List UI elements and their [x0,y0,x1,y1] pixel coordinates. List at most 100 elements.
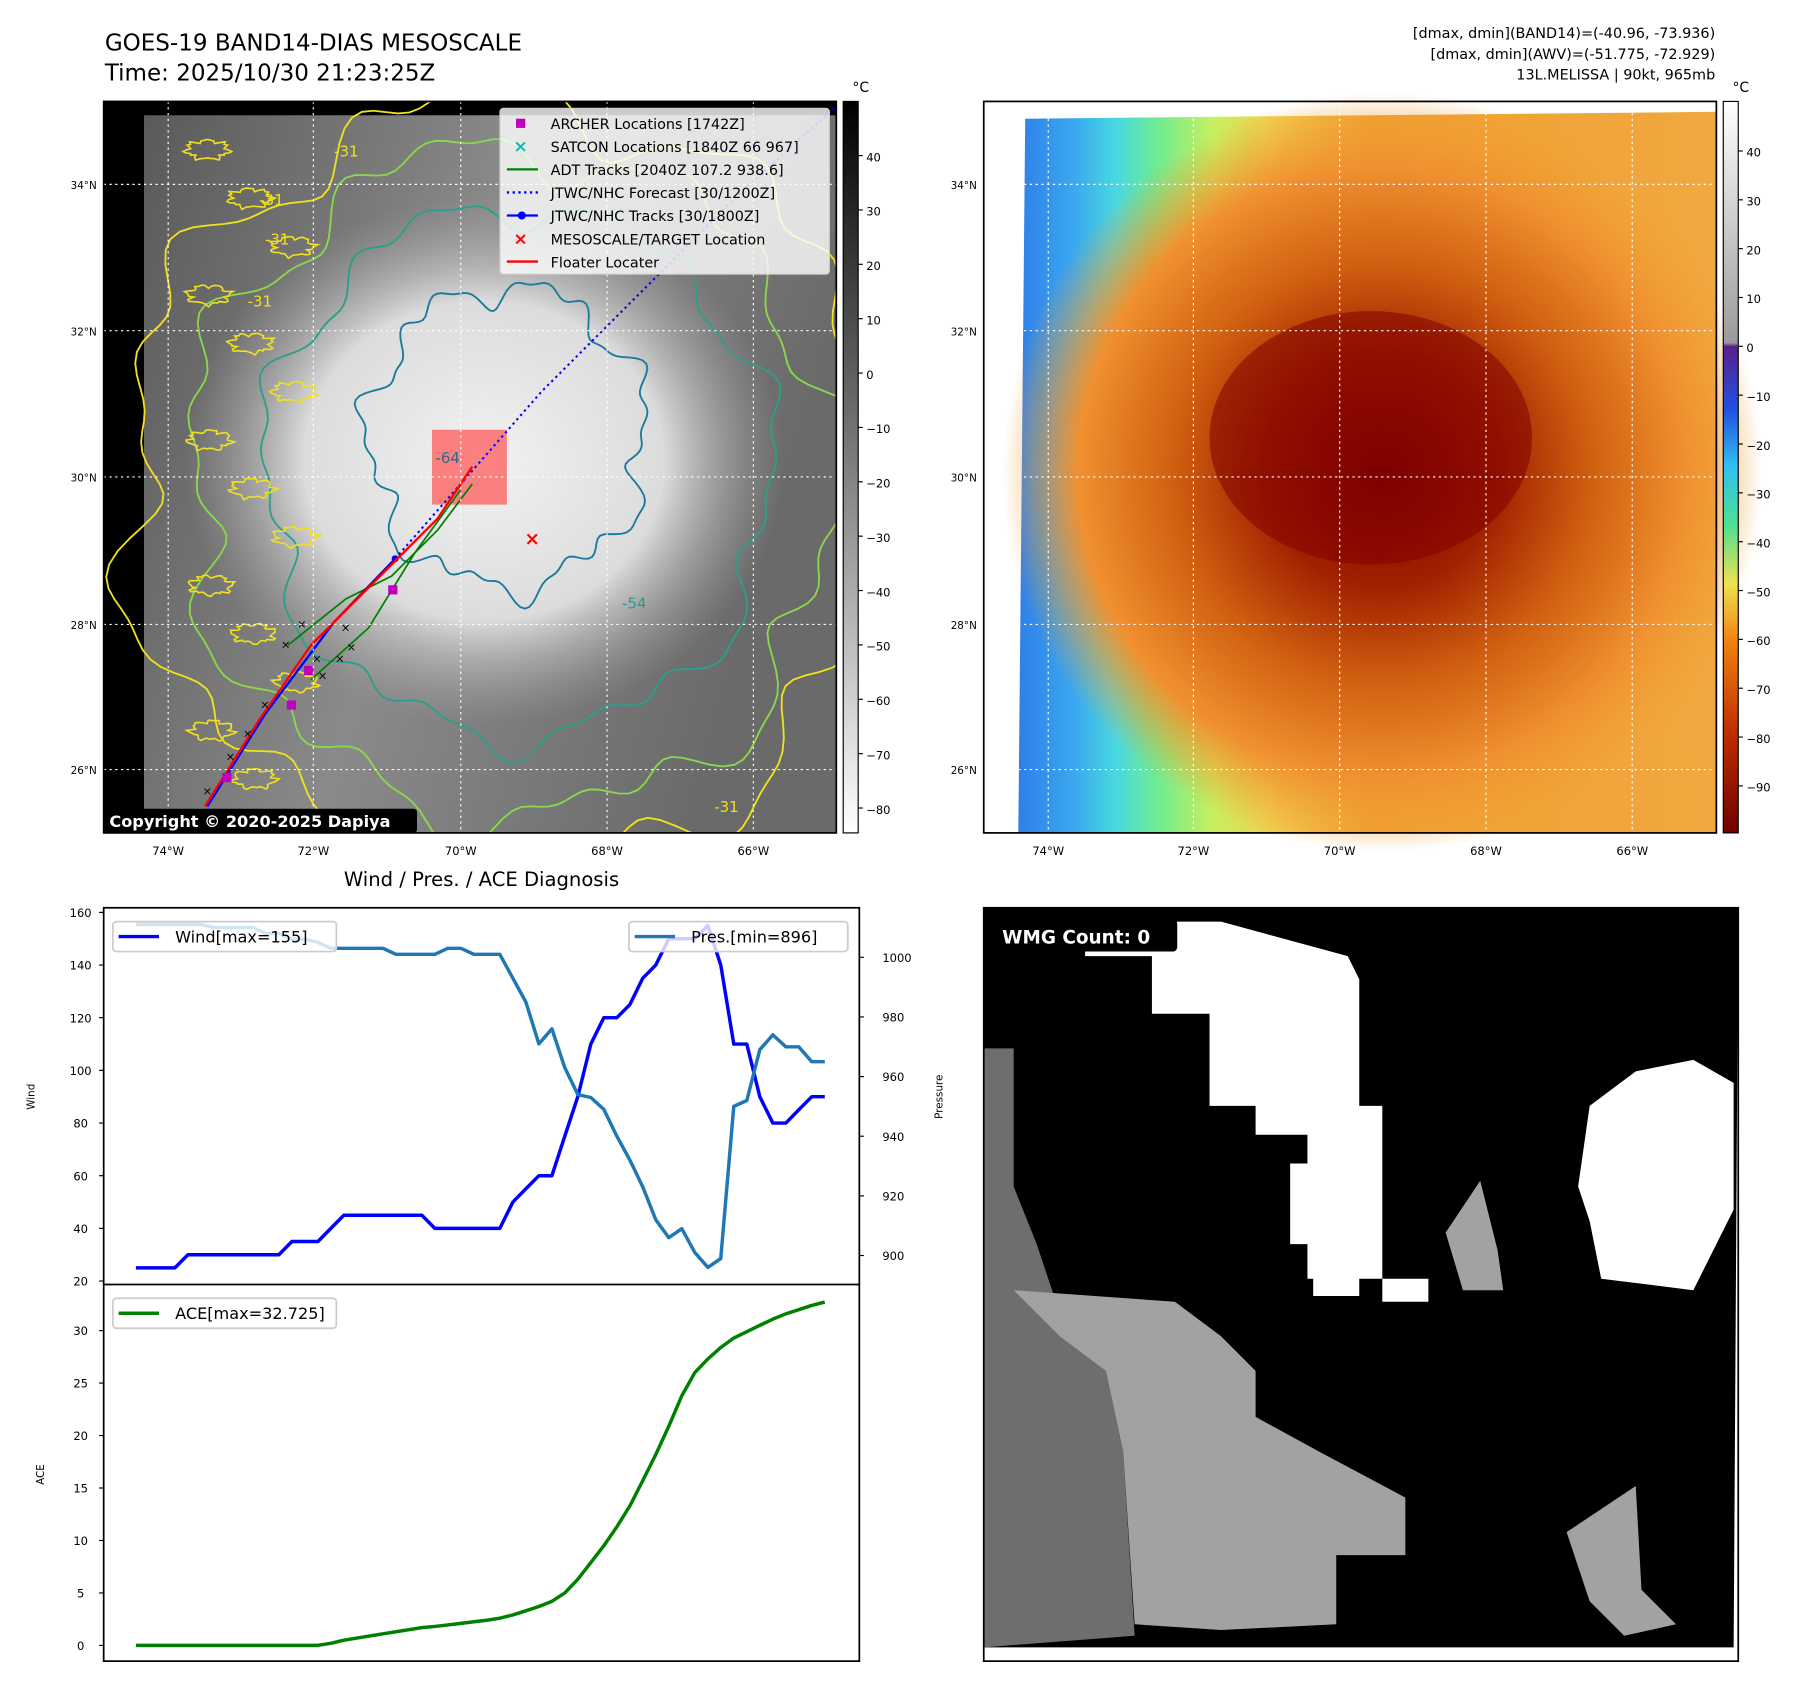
colorbar-tick: −90 [1746,781,1770,795]
storm-info: 13L.MELISSA | 90kt, 965mb [1516,68,1715,84]
y2-tick-label: 940 [882,1130,904,1144]
x-marker-icon: × [513,137,527,157]
contour-line [185,429,237,452]
y-tick-label: 30 [73,1324,88,1338]
legend-label: Wind[max=155] [175,927,307,946]
y2-tick-label: 900 [882,1249,904,1263]
colorbar-tick: −10 [866,422,890,436]
colorbar-tick: −70 [1746,683,1770,697]
y-tick-label: 140 [70,959,92,973]
floater-track [204,465,474,808]
contour-line [225,332,277,356]
legend-label: JTWC/NHC Tracks [30/1800Z] [550,209,760,225]
contour-label: -31 [334,143,358,161]
contour-line [227,767,282,791]
contour-line [267,235,321,260]
lat-label: 26°N [71,765,97,777]
satcon-marker: × [243,726,253,740]
y-tick-label: 5 [77,1587,84,1601]
archer-marker [286,700,297,710]
colorbar-tick: −30 [866,531,890,545]
satcon-marker: × [203,784,213,798]
right-colorbar-unit: °C [1732,80,1749,96]
colorbar-tick: 20 [866,259,881,273]
wind-axis-label: Wind [26,1084,38,1110]
lat-label: 28°N [951,620,977,632]
lon-label: 68°W [591,844,623,858]
band14-map: ×××××××××××× -31 -31 -31 -31 -54 -64 -31… [103,101,837,833]
lon-label: 66°W [737,844,769,858]
legend-item: JTWC/NHC Forecast [30/1200Z] [506,186,775,202]
figure-time: Time: 2025/10/30 21:23:25Z [104,61,436,87]
legend-item: JTWC/NHC Tracks [30/1800Z] [506,209,760,225]
contour-line [268,380,320,404]
awv-map [982,92,1763,853]
left-colorbar-unit: °C [852,80,869,96]
target-marker: × [524,529,539,550]
lon-label: 70°W [445,844,477,858]
stats-awv: [dmax, dmin](AWV)=(-51.775, -72.929) [1430,47,1715,63]
colorbar-tick: −80 [1746,732,1770,746]
satcon-marker: × [335,651,345,665]
forecast-track [394,105,837,560]
colorbar-tick: −20 [866,477,890,491]
contour-label: -31 [259,191,283,209]
satcon-marker: × [260,697,270,711]
wmg-count: WMG Count: 0 [1002,927,1150,948]
contour-line [226,477,281,501]
colorbar-tick: −20 [1746,439,1770,453]
y-tick-label: 0 [77,1639,84,1653]
chart-title: Wind / Pres. / ACE Diagnosis [344,868,619,891]
y-tick-label: 25 [73,1377,88,1391]
colorbar-tick: −60 [866,694,890,708]
satcon-marker: × [312,651,322,665]
colorbar-tick: −30 [1746,488,1770,502]
colorbar-tick: 40 [1746,146,1761,160]
lat-label: 34°N [951,180,977,192]
figure-title: GOES-19 BAND14-DIAS MESOSCALE [105,31,522,57]
lat-label: 32°N [951,326,977,338]
satcon-marker: × [318,669,328,683]
contour-label: -54 [622,594,646,612]
colorbar-tick: −50 [1746,585,1770,599]
contour-line [270,525,324,550]
legend-item: Floater Locater [506,255,659,271]
y-tick-label: 80 [73,1117,88,1131]
satcon-marker: × [281,638,291,652]
colorbar-tick: 30 [866,205,881,219]
colorbar-tick: 10 [1746,292,1761,306]
legend-item: × SATCON Locations [1840Z 66 967] [513,137,798,157]
chart-legend: Pres.[min=896] [628,920,849,953]
lon-label: 72°W [297,844,329,858]
lat-label: 30°N [71,473,97,485]
y-tick-label: 10 [73,1534,88,1548]
wmg-panel: WMG Count: 0 [982,906,1740,1663]
contour-line [181,138,234,162]
legend-label: MESOSCALE/TARGET Location [551,232,766,248]
chart-legend: ACE[max=32.725] [112,1297,338,1330]
lat-label: 30°N [951,473,977,485]
contour-line [353,281,649,610]
left-colorbar [842,100,859,834]
ace-chart: 0 5 10 15 20 25 30 ACE[max=32.725] [73,1297,826,1653]
lon-label: 66°W [1616,844,1648,858]
archer-marker [304,665,314,676]
storm-tracks: ×××××××××××× [203,105,837,808]
square-marker-icon [516,118,526,128]
colorbar-tick: 20 [1746,243,1761,257]
contour-label: -31 [714,798,738,816]
y-tick-label: 160 [70,906,92,920]
lat-label: 32°N [71,326,97,338]
contour-line [184,719,239,743]
contour-line [225,187,278,211]
ace-axis-label: ACE [35,1464,47,1485]
colorbar-tick: −40 [1746,536,1770,550]
legend-item: × MESOSCALE/TARGET Location [513,229,765,249]
x-marker-icon: × [513,229,527,249]
satcon-marker: × [341,620,351,634]
lon-label: 74°W [152,844,184,858]
contour-line [229,622,277,646]
colorbar-tick: 0 [1746,341,1753,355]
colorbar-tick: 10 [866,313,881,327]
series-line-0 [135,1300,826,1648]
